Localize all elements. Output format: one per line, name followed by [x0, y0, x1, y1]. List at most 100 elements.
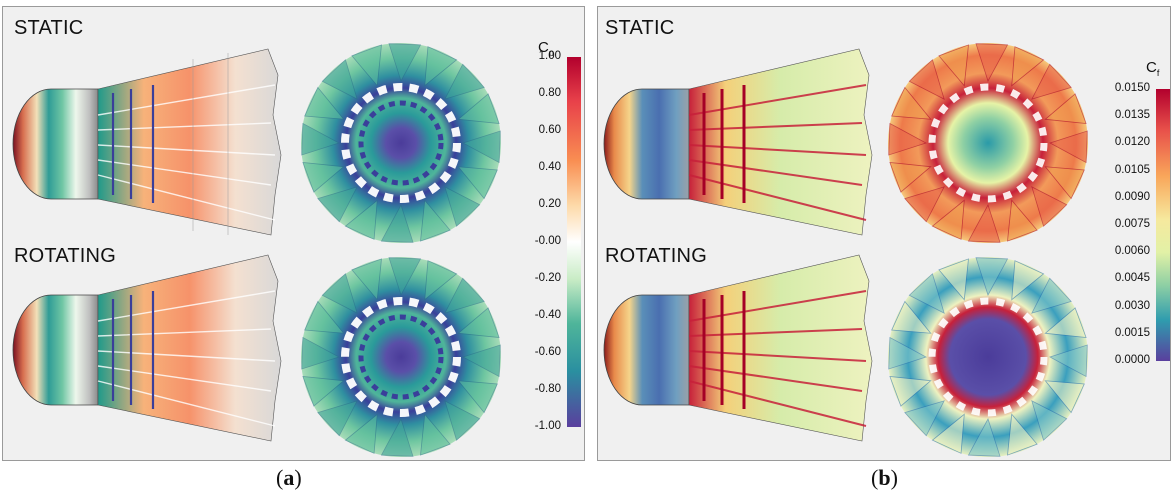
petal	[904, 400, 945, 437]
petal	[1044, 307, 1087, 338]
colorbar-tick-label: -0.40	[534, 309, 561, 321]
petal	[967, 203, 1001, 243]
colorbar-tick-label: 0.0075	[1114, 218, 1150, 230]
petal	[1044, 166, 1085, 200]
shuttlecock-front-static	[888, 43, 1088, 243]
petal	[304, 300, 345, 334]
shuttlecock-front-rotating	[301, 257, 501, 457]
petal	[420, 413, 451, 456]
petal	[351, 44, 382, 87]
shuttlecock-side-rotating	[12, 254, 282, 442]
petal	[388, 257, 422, 297]
colorbar-cf	[1156, 89, 1170, 361]
colorbar-tick-label: 0.0090	[1114, 190, 1150, 203]
petal	[888, 122, 928, 156]
petal	[344, 199, 378, 240]
petal	[888, 336, 928, 370]
petal	[1011, 46, 1045, 87]
label-static: STATIC	[605, 17, 675, 39]
petal	[457, 380, 498, 414]
petal	[321, 59, 358, 100]
colorbar-tick-label: 0.80	[538, 87, 561, 99]
colorbar-tick-label: 0.0150	[1114, 82, 1150, 94]
petal	[938, 258, 969, 301]
colorbar-tick-label: -0.00	[534, 235, 561, 247]
label-static: STATIC	[14, 17, 84, 39]
panel-friction-coefficient: STATIC ROTATING Cf 0.0150 0.0135 0.0120 0.0…	[597, 6, 1171, 461]
petal	[457, 307, 500, 338]
petal	[321, 273, 358, 314]
petal	[420, 199, 451, 242]
petal	[1007, 199, 1038, 242]
colorbar-tick-label: 0.40	[538, 161, 561, 173]
petal-ring	[301, 257, 501, 457]
petal	[891, 300, 932, 334]
petal	[1031, 277, 1072, 314]
petal	[388, 43, 422, 83]
petal	[1031, 186, 1068, 227]
colorbar-tick-label: 0.20	[538, 198, 561, 210]
petal	[1031, 400, 1068, 441]
shuttlecock-side-static	[12, 48, 282, 236]
colorbar-tick-label: 0.0000	[1114, 354, 1150, 366]
shuttlecock-front-rotating	[888, 257, 1088, 457]
colorbar-title-cp: Cp	[538, 39, 554, 58]
petal	[444, 400, 481, 441]
petal	[975, 43, 1009, 83]
colorbar-tick-label: -0.80	[534, 383, 561, 395]
colorbar-tick-label: -0.60	[534, 346, 561, 358]
petal	[461, 344, 501, 378]
colorbar-tick-label: -1.00	[534, 420, 561, 432]
petal	[424, 260, 458, 301]
petal	[1044, 93, 1087, 124]
shuttlecock-side-rotating	[603, 254, 873, 442]
petal	[1044, 380, 1085, 414]
panel-pressure-coefficient: STATIC ROTATING Cp 1.00 0.80 0.60 0.40 0.20 -…	[2, 6, 585, 461]
petal	[938, 44, 969, 87]
petal	[380, 417, 414, 457]
petal	[931, 413, 965, 454]
colorbar-tick-label: 0.0030	[1114, 299, 1150, 312]
petal	[444, 63, 485, 100]
petal	[457, 93, 500, 124]
petal	[904, 186, 945, 223]
colorbar-tick-label: 0.0045	[1114, 272, 1150, 285]
colorbar-tick-label: 0.0120	[1114, 136, 1150, 149]
petal	[444, 186, 481, 227]
petal	[302, 162, 345, 193]
petal	[317, 400, 358, 437]
petal	[908, 273, 945, 314]
petal	[304, 86, 345, 120]
petal-ring	[301, 43, 501, 243]
colorbar-tick-label: 0.0060	[1114, 245, 1150, 258]
colorbar-tick-label: -0.20	[534, 272, 561, 284]
petal	[351, 258, 382, 301]
shuttlecock-side-static	[603, 48, 873, 236]
petal	[975, 257, 1009, 297]
petal	[461, 130, 501, 164]
colorbar-tick-label: 0.60	[538, 124, 561, 136]
feather-skirt	[97, 48, 282, 236]
petal	[317, 186, 358, 223]
petal	[1031, 63, 1072, 100]
petal	[1048, 344, 1088, 378]
petal	[457, 166, 498, 200]
colorbar-tick-label: 0.0135	[1114, 109, 1150, 122]
petal	[301, 122, 341, 156]
caption-a: (a)	[276, 465, 302, 490]
petal	[1048, 130, 1088, 164]
petal-ring	[888, 43, 1088, 243]
colorbar-tick-label: 0.0105	[1114, 163, 1150, 176]
petal	[344, 413, 378, 454]
petal	[889, 376, 932, 407]
label-rotating: ROTATING	[14, 245, 116, 267]
colorbar-tick-label: 0.0015	[1114, 326, 1150, 339]
colorbar-tick-label: 1.00	[538, 50, 561, 62]
petal	[908, 59, 945, 100]
caption-b: (b)	[871, 465, 898, 490]
label-rotating: ROTATING	[605, 245, 707, 267]
petal	[444, 277, 485, 314]
petal-ring	[888, 257, 1088, 457]
petal	[1011, 260, 1045, 301]
colorbar-title-cf: Cf	[1146, 59, 1160, 78]
